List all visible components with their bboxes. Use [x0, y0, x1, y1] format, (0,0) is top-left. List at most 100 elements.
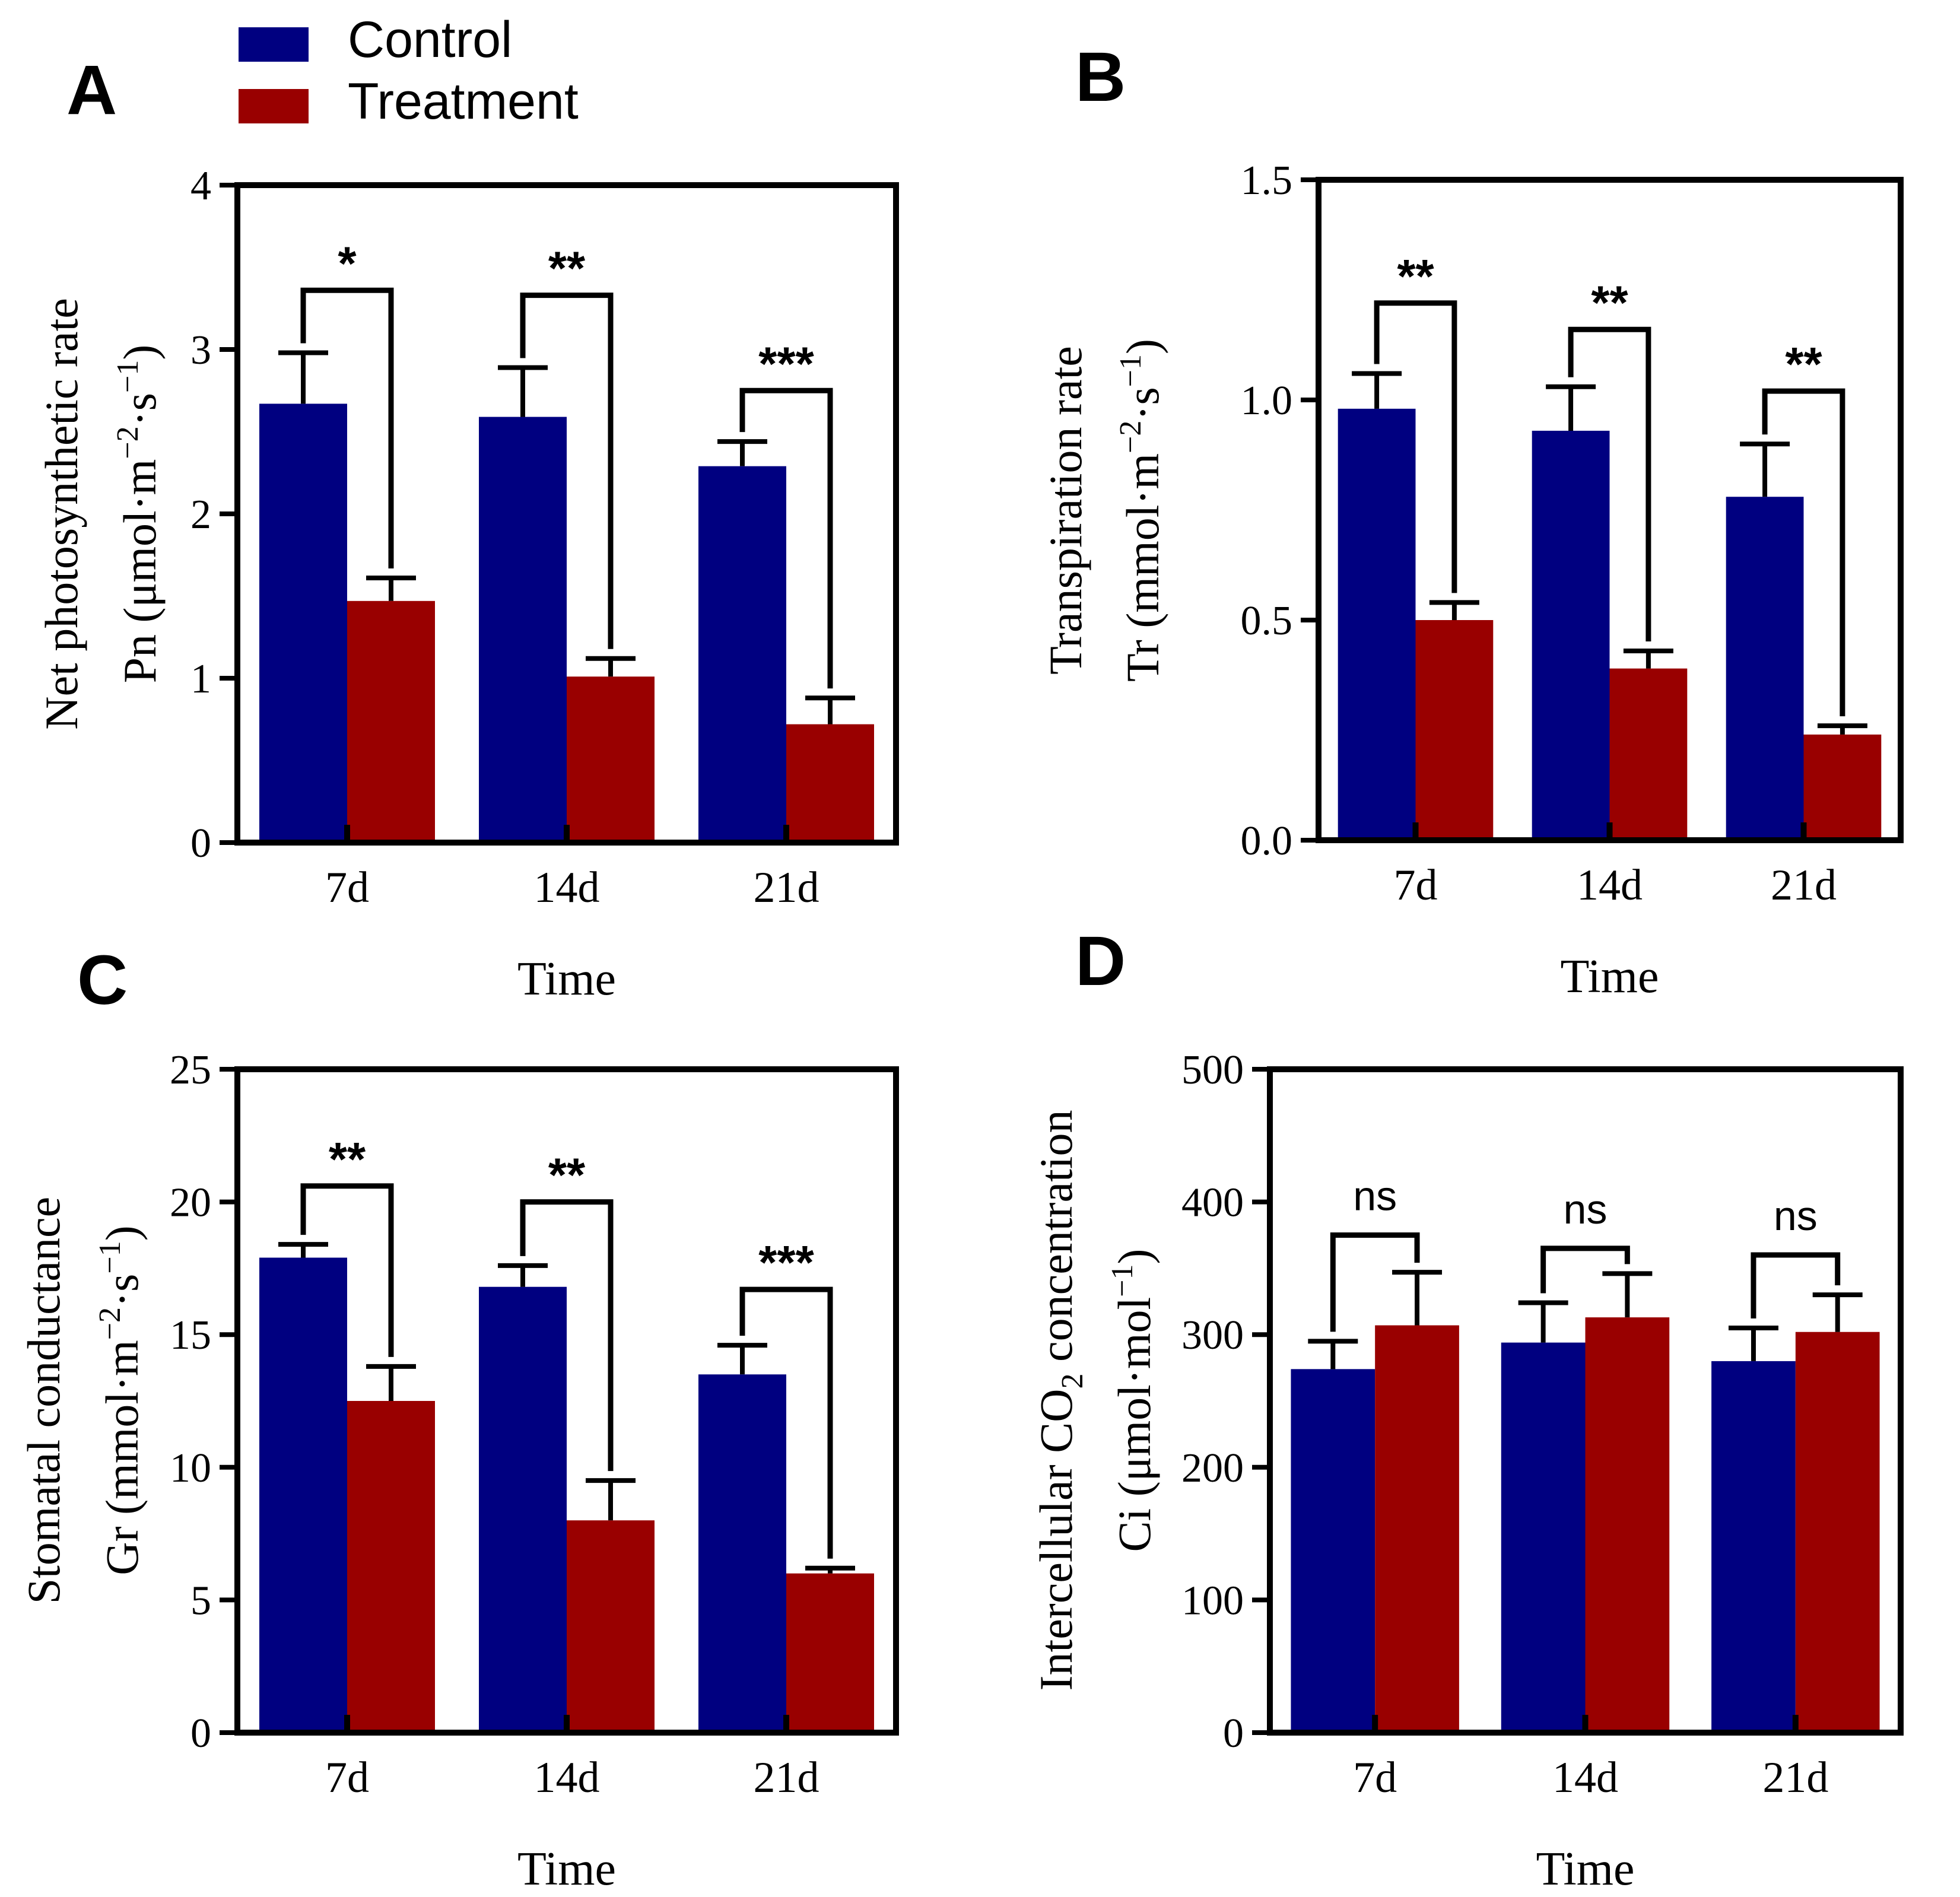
- bar-control-7d: [259, 403, 347, 843]
- panel-d-intercellular-co2: 7d ns 14d ns 21d ns 0 100 200 300 400 500 Time Interc…: [1030, 1047, 1904, 1895]
- bar-treatment-14d: [1585, 1317, 1670, 1733]
- significance-bracket-21d: [739, 1286, 833, 1559]
- x-tick-label-21d: 21d: [1771, 861, 1837, 910]
- y-tick-label-4: 20: [170, 1180, 211, 1226]
- significance-label-21d: ***: [758, 337, 814, 390]
- x-tick-label-14d: 14d: [534, 1753, 600, 1802]
- bar-treatment-21d: [786, 724, 874, 843]
- panel-label-b: B: [1075, 38, 1126, 116]
- y-axis-title-text: ·s: [96, 1274, 148, 1307]
- y-axis-title-text: Tr (mmol·m: [1117, 453, 1168, 682]
- y-axis-title-superscript: −2: [1114, 421, 1148, 453]
- y-axis-title-text: ·s: [1117, 387, 1168, 420]
- x-axis-title: Time: [1560, 951, 1659, 1003]
- y-axis-title-text: ·s: [114, 393, 166, 426]
- y-axis-title-line-2: Ci (μmol·mol−1): [1106, 1249, 1160, 1552]
- y-tick-label-2: 10: [170, 1445, 211, 1491]
- significance-bracket-14d: [1540, 1245, 1630, 1294]
- significance-label-7d: *: [338, 237, 357, 290]
- y-axis-title-superscript: −1: [1106, 1264, 1139, 1297]
- significance-label-14d: **: [1591, 276, 1628, 329]
- y-axis-title-text: Gr (mmol·m: [96, 1340, 148, 1575]
- y-tick-label-3: 3: [190, 328, 211, 373]
- significance-bracket-7d: [1330, 1232, 1420, 1332]
- bar-control-7d: [1291, 1369, 1376, 1733]
- plot-frame: [1316, 177, 1904, 843]
- y-axis-title-text: ): [1108, 1249, 1160, 1264]
- significance-label-21d: **: [1785, 338, 1822, 390]
- bar-control-7d: [259, 1257, 347, 1733]
- plot-frame: [234, 1066, 899, 1736]
- bar-treatment-14d: [1609, 668, 1688, 840]
- y-tick-label-0: 0: [1223, 1711, 1244, 1756]
- y-tick-label-0: 0: [190, 821, 211, 866]
- y-tick-label-3: 15: [170, 1313, 211, 1358]
- significance-label-14d: **: [548, 1149, 586, 1202]
- bar-treatment-7d: [1415, 620, 1494, 840]
- significance-label-14d: **: [548, 242, 586, 295]
- y-tick-label-3: 1.5: [1241, 158, 1293, 204]
- y-axis-title-text: Transpiration rate: [1040, 346, 1091, 675]
- significance-label-7d: **: [329, 1133, 366, 1186]
- y-tick-label-3: 300: [1181, 1313, 1244, 1358]
- x-tick-label-7d: 7d: [325, 1753, 369, 1802]
- y-axis-title-superscript: −1: [1114, 354, 1148, 387]
- plot-frame: [1267, 1066, 1904, 1736]
- y-tick-label-1: 100: [1181, 1578, 1244, 1623]
- bar-control-21d: [698, 466, 786, 843]
- legend: Control Treatment: [239, 11, 579, 130]
- y-axis-title-text: Ci (μmol·mol: [1108, 1297, 1160, 1552]
- x-tick-label-21d: 21d: [1762, 1753, 1828, 1802]
- y-axis-title-line-1: Intercellular CO2 concentration: [1030, 1110, 1089, 1691]
- y-axis-title-superscript: −2: [93, 1307, 127, 1340]
- y-axis-title-text: Stomatal conductance: [18, 1197, 69, 1604]
- y-axis-title-superscript: −1: [111, 360, 145, 393]
- legend-swatch-control: [239, 27, 309, 62]
- y-tick-label-5: 500: [1181, 1047, 1244, 1093]
- y-axis-title-subscript: 2: [1056, 1374, 1089, 1389]
- y-axis-title-text: Net photosynthetic rate: [36, 298, 87, 730]
- significance-label-7d: **: [1397, 250, 1434, 303]
- significance-label-7d: ns: [1353, 1173, 1397, 1219]
- bar-treatment-14d: [567, 1520, 655, 1733]
- x-axis-title: Time: [517, 1843, 616, 1895]
- legend-label-treatment: Treatment: [348, 73, 579, 130]
- y-tick-label-5: 25: [170, 1047, 211, 1093]
- panel-a-net-photosynthetic-rate: 7d * 14d ** 21d *** 0 1 2 3 4 Time Net photosyntheti…: [36, 163, 899, 1005]
- panel-label-d: D: [1075, 922, 1126, 1000]
- y-axis-title-text: ): [96, 1225, 148, 1241]
- bar-control-7d: [1338, 408, 1416, 840]
- bar-control-21d: [698, 1374, 786, 1733]
- bar-treatment-7d: [347, 1401, 435, 1733]
- significance-label-21d: ns: [1774, 1193, 1818, 1239]
- y-tick-label-2: 2: [190, 492, 211, 538]
- x-axis-title: Time: [517, 953, 616, 1005]
- significance-bracket-14d: [1568, 326, 1651, 641]
- x-tick-label-14d: 14d: [1577, 861, 1643, 910]
- plot-frame: [234, 182, 899, 846]
- significance-bracket-21d: [1751, 1252, 1841, 1319]
- significance-bracket-21d: [1762, 388, 1845, 717]
- significance-bracket-7d: [300, 1183, 394, 1357]
- y-axis-title-text: ): [1117, 339, 1168, 354]
- y-axis-title-superscript: −2: [111, 426, 145, 459]
- x-tick-label-7d: 7d: [1394, 861, 1438, 910]
- y-axis-title-line-2: Gr (mmol·m−2·s−1): [93, 1225, 148, 1575]
- y-axis-title-line-1: Stomatal conductance: [18, 1197, 69, 1604]
- legend-label-control: Control: [348, 11, 512, 68]
- y-tick-label-2: 200: [1181, 1445, 1244, 1491]
- bar-treatment-21d: [1795, 1332, 1880, 1733]
- bar-control-14d: [1532, 430, 1610, 840]
- y-axis-title-line-1: Net photosynthetic rate: [36, 298, 87, 730]
- significance-label-14d: ns: [1564, 1186, 1608, 1232]
- bar-control-21d: [1726, 497, 1804, 840]
- bar-control-21d: [1711, 1361, 1796, 1733]
- bar-treatment-21d: [1803, 734, 1882, 840]
- y-tick-label-4: 4: [190, 163, 211, 209]
- panel-b-transpiration-rate: 7d ** 14d ** 21d ** 0.0 0.5 1.0 1.5 Time Transpirat…: [1040, 158, 1904, 1003]
- significance-bracket-14d: [520, 1199, 614, 1472]
- y-axis-title-line-2: Pn (μmol·m−2·s−1): [111, 345, 166, 684]
- y-tick-label-0: 0: [190, 1711, 211, 1756]
- y-tick-label-0: 0.0: [1241, 818, 1293, 864]
